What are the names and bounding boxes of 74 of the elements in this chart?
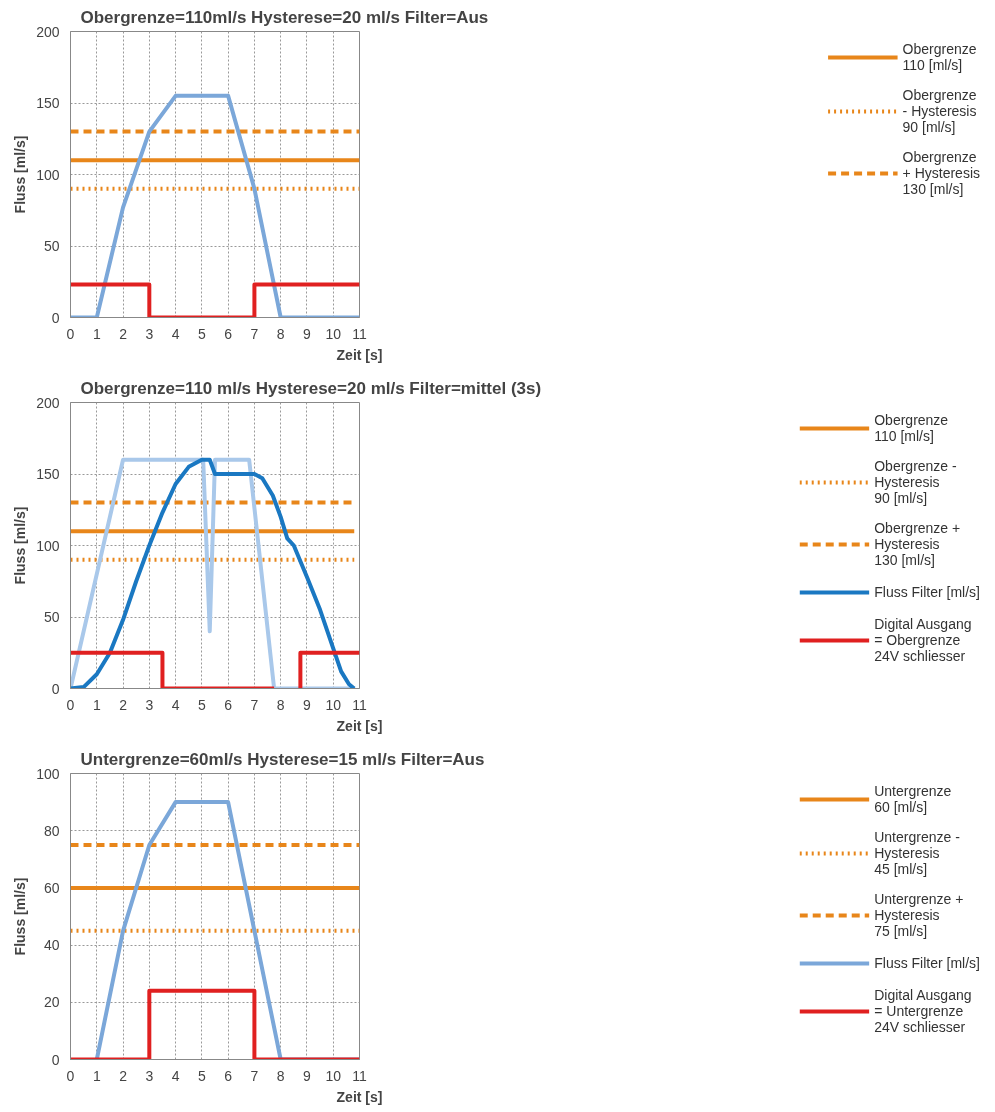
x-axis-title: Zeit [s] bbox=[336, 717, 383, 734]
y-tick-label: 150 bbox=[36, 466, 60, 482]
x-axis-title: Zeit [s] bbox=[336, 346, 383, 363]
legend-label: Obergrenze 110 [ml/s] bbox=[902, 41, 977, 73]
legend-label: Fluss Filter [ml/s] bbox=[874, 955, 980, 971]
y-tick-label: 200 bbox=[36, 23, 60, 40]
legend-label: Obergrenze - Hysteresis 90 [ml/s] bbox=[874, 458, 957, 506]
x-tick-label: 7 bbox=[250, 1067, 259, 1084]
y-tick-label: 20 bbox=[43, 994, 60, 1011]
legend-label: Obergrenze + Hysteresis 130 [ml/s] bbox=[874, 520, 961, 568]
y-tick-label: 80 bbox=[43, 822, 60, 839]
x-tick-label: 8 bbox=[276, 696, 285, 713]
x-tick-label: 0 bbox=[66, 1067, 75, 1084]
x-tick-label: 4 bbox=[171, 1067, 180, 1084]
x-tick-label: 3 bbox=[145, 325, 154, 342]
x-tick-label: 4 bbox=[171, 325, 180, 342]
x-tick-label: 5 bbox=[197, 1067, 206, 1084]
x-tick-label: 8 bbox=[276, 1067, 285, 1084]
legend-label: Untergrenze 60 [ml/s] bbox=[874, 783, 952, 815]
x-tick-label: 4 bbox=[171, 696, 180, 713]
x-tick-label: 1 bbox=[92, 696, 101, 713]
legend-label: Fluss Filter [ml/s] bbox=[874, 584, 980, 600]
y-tick-label: 100 bbox=[36, 765, 60, 782]
y-axis-title: Fluss [ml/s] bbox=[12, 877, 29, 956]
x-tick-label: 8 bbox=[276, 325, 285, 342]
x-tick-label: 1 bbox=[92, 1067, 101, 1084]
x-tick-label: 9 bbox=[303, 696, 312, 713]
x-tick-label: 11 bbox=[352, 696, 367, 713]
x-tick-label: 6 bbox=[224, 325, 233, 342]
x-tick-label: 1 bbox=[92, 325, 101, 342]
x-tick-label: 5 bbox=[197, 325, 206, 342]
y-axis-title: Fluss [ml/s] bbox=[12, 506, 29, 585]
chart-title: Obergrenze=110ml/s Hysterese=20 ml/s Filter=Aus bbox=[80, 7, 489, 27]
x-tick-label: 3 bbox=[145, 696, 154, 713]
x-tick-label: 6 bbox=[224, 696, 233, 713]
legend-label: Obergrenze + Hysteresis 130 [ml/s] bbox=[902, 149, 980, 197]
y-tick-label: 0 bbox=[51, 1051, 60, 1068]
x-tick-label: 10 bbox=[325, 696, 342, 713]
y-tick-label: 100 bbox=[36, 537, 60, 554]
x-tick-label: 0 bbox=[66, 325, 75, 342]
y-tick-label: 60 bbox=[43, 879, 60, 896]
y-tick-label: 50 bbox=[43, 238, 60, 254]
x-tick-label: 7 bbox=[250, 325, 259, 342]
y-tick-label: 150 bbox=[36, 95, 60, 111]
x-tick-label: 2 bbox=[119, 325, 128, 342]
legend-label: Digital Ausgang = Obergrenze 24V schliesser bbox=[874, 616, 972, 664]
legend-label: Untergrenze - Hysteresis 45 [ml/s] bbox=[874, 829, 960, 877]
x-tick-label: 11 bbox=[352, 1067, 367, 1084]
legend-label: Obergrenze - Hysteresis 90 [ml/s] bbox=[902, 87, 977, 135]
x-tick-label: 2 bbox=[119, 696, 128, 713]
x-tick-label: 9 bbox=[303, 1067, 312, 1084]
y-tick-label: 0 bbox=[51, 680, 60, 697]
y-axis-title: Fluss [ml/s] bbox=[12, 135, 29, 214]
x-tick-label: 7 bbox=[250, 696, 259, 713]
chart-title: Untergrenze=60ml/s Hysterese=15 ml/s Filter=Aus bbox=[80, 749, 485, 769]
x-axis-title: Zeit [s] bbox=[336, 1088, 383, 1105]
y-tick-label: 50 bbox=[43, 609, 60, 625]
x-tick-label: 10 bbox=[325, 325, 342, 342]
legend-label: Untergrenze + Hysteresis 75 [ml/s] bbox=[874, 891, 964, 939]
y-tick-label: 100 bbox=[36, 166, 60, 183]
x-tick-label: 3 bbox=[145, 1067, 154, 1084]
x-tick-label: 11 bbox=[352, 325, 367, 342]
x-tick-label: 9 bbox=[303, 325, 312, 342]
x-tick-label: 10 bbox=[325, 1067, 342, 1084]
chart-title: Obergrenze=110 ml/s Hysterese=20 ml/s Filter=mittel (3s) bbox=[80, 378, 542, 398]
legend-label: Obergrenze 110 [ml/s] bbox=[874, 412, 949, 444]
x-tick-label: 5 bbox=[197, 696, 206, 713]
x-tick-label: 0 bbox=[66, 696, 75, 713]
x-tick-label: 6 bbox=[224, 1067, 233, 1084]
x-tick-label: 2 bbox=[119, 1067, 128, 1084]
y-tick-label: 40 bbox=[43, 937, 60, 954]
legend-label: Digital Ausgang = Untergrenze 24V schliesser bbox=[874, 987, 972, 1035]
y-tick-label: 200 bbox=[36, 394, 60, 411]
y-tick-label: 0 bbox=[51, 309, 60, 326]
